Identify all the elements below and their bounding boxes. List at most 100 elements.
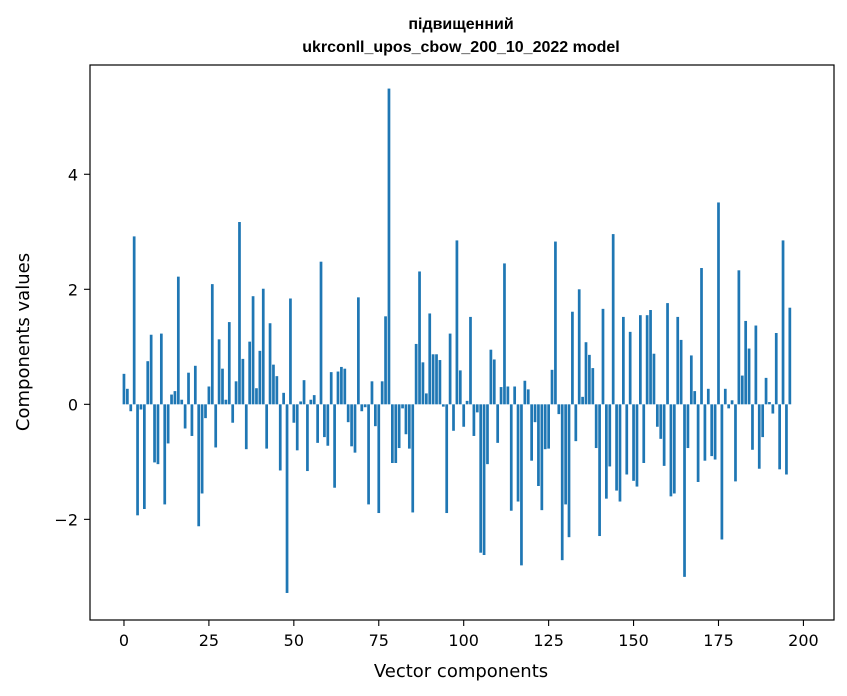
bar-30: [224, 399, 228, 405]
bar-107: [486, 404, 489, 465]
bar-44: [272, 364, 275, 405]
bar-139: [594, 404, 598, 449]
bar-100: [462, 404, 466, 427]
bar-76: [380, 381, 384, 405]
bar-116: [516, 404, 520, 502]
bar-86: [414, 343, 418, 405]
bar-134: [577, 289, 581, 405]
bar-192: [774, 333, 778, 405]
bar-109: [492, 359, 496, 405]
bar-14: [170, 394, 173, 405]
bar-99: [458, 370, 462, 405]
bar-160: [666, 303, 669, 405]
bar-104: [475, 404, 479, 413]
x-tick-label: 100: [448, 631, 479, 650]
bar-144: [611, 234, 615, 405]
bar-195: [785, 404, 788, 475]
bar-87: [418, 271, 421, 405]
bar-137: [588, 354, 591, 405]
x-axis-ticks: 0 25 50 75 100 125 150 175 200: [119, 620, 819, 650]
bar-54: [306, 404, 309, 472]
bar-17: [180, 399, 184, 405]
bar-10: [156, 404, 160, 465]
bar-33: [234, 381, 238, 405]
bar-147: [622, 316, 625, 405]
bar-106: [482, 404, 486, 556]
bar-118: [523, 380, 527, 405]
bar-38: [251, 296, 255, 405]
bar-135: [581, 396, 584, 405]
bar-52: [299, 401, 302, 405]
plot-frame: [89, 64, 835, 621]
bar-191: [771, 404, 775, 414]
bar-93: [438, 360, 442, 405]
bar-141: [601, 308, 605, 405]
bar-105: [479, 404, 483, 553]
bar-129: [560, 404, 564, 561]
bar-173: [710, 404, 714, 457]
bar-21: [193, 365, 197, 405]
bar-181: [737, 270, 741, 405]
bar-171: [703, 404, 707, 461]
bar-39: [255, 388, 258, 405]
bar-65: [343, 368, 347, 405]
bar-57: [316, 404, 319, 443]
bar-66: [346, 404, 350, 423]
bar-35: [241, 358, 245, 405]
bar-85: [411, 404, 415, 513]
bar-166: [686, 404, 690, 449]
bar-153: [642, 404, 646, 463]
bar-136: [584, 342, 588, 405]
bar-151: [635, 404, 639, 487]
bar-156: [652, 353, 656, 405]
bar-74: [374, 404, 377, 427]
bar-59: [323, 404, 326, 438]
bar-56: [312, 395, 316, 405]
bar-130: [564, 404, 567, 505]
bar-67: [350, 404, 353, 447]
bar-36: [244, 404, 248, 450]
x-tick-label: 0: [119, 631, 129, 650]
y-axis-ticks: −2 0 2 4: [54, 165, 90, 529]
bar-75: [377, 404, 381, 514]
bar-37: [248, 341, 252, 405]
bar-84: [407, 404, 411, 449]
bar-69: [357, 297, 360, 405]
bar-117: [520, 404, 523, 566]
y-axis-label: Components values: [13, 253, 34, 431]
bar-83: [404, 404, 408, 435]
x-tick-label: 75: [369, 631, 389, 650]
chart-title-line-1: підвищенний: [408, 16, 513, 33]
bar-149: [628, 331, 632, 405]
bar-46: [278, 404, 282, 471]
bar-168: [693, 391, 697, 405]
bar-13: [166, 404, 170, 444]
bar-174: [713, 404, 717, 460]
bar-89: [424, 393, 428, 405]
bar-176: [720, 404, 724, 540]
bar-169: [696, 404, 700, 482]
bar-182: [740, 375, 744, 405]
bar-72: [367, 404, 370, 505]
bar-131: [567, 404, 571, 538]
y-tick-label: 2: [68, 280, 78, 299]
bar-196: [788, 307, 792, 405]
bar-138: [591, 368, 595, 405]
bar-28: [217, 339, 221, 405]
bar-24: [204, 404, 207, 419]
bar-128: [557, 404, 561, 415]
x-tick-label: 175: [703, 631, 734, 650]
bar-90: [428, 313, 432, 405]
bar-27: [214, 404, 218, 448]
bar-62: [333, 404, 336, 488]
x-axis-label: Vector components: [374, 661, 548, 682]
bar-101: [465, 400, 469, 405]
bar-80: [394, 404, 398, 463]
bar-124: [543, 404, 547, 450]
bar-19: [187, 372, 190, 405]
bar-7: [146, 361, 150, 405]
bar-49: [289, 298, 292, 405]
bar-108: [489, 349, 493, 405]
bar-162: [672, 404, 676, 494]
bar-103: [472, 404, 476, 436]
